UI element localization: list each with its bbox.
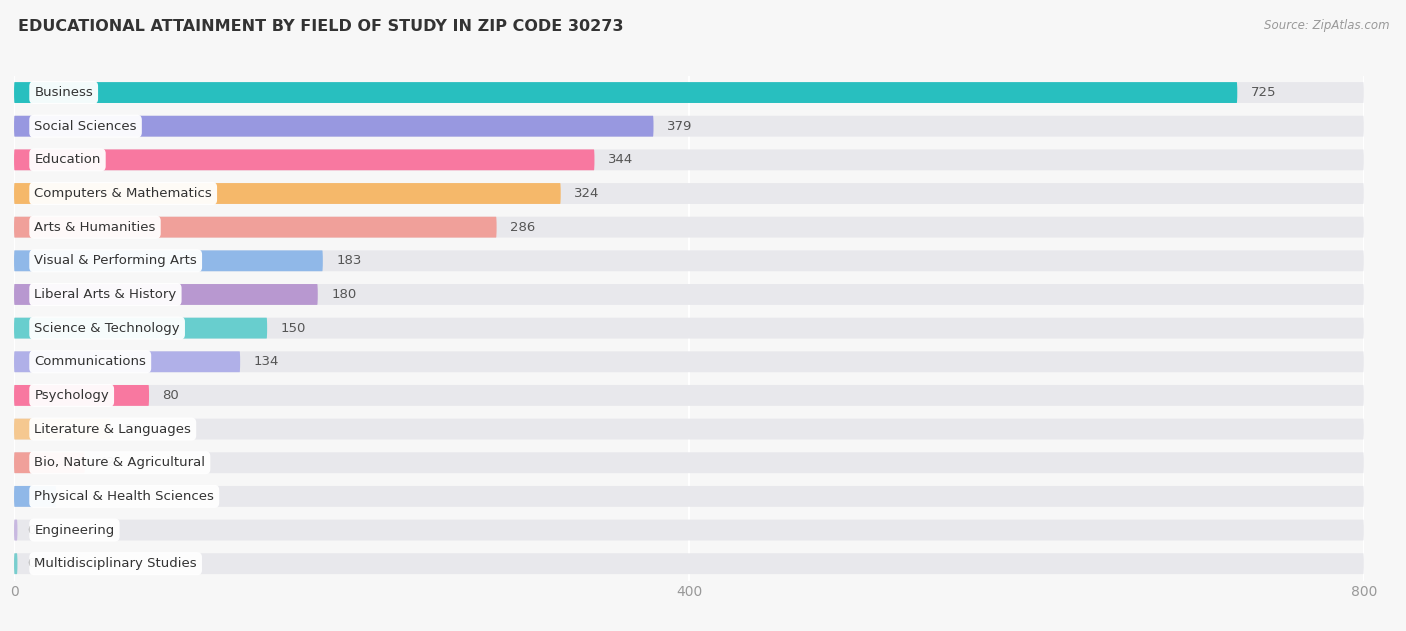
FancyBboxPatch shape (14, 452, 84, 473)
Text: 25: 25 (70, 490, 87, 503)
Text: 134: 134 (253, 355, 278, 369)
FancyBboxPatch shape (14, 317, 1364, 339)
Text: 150: 150 (281, 322, 307, 334)
Text: Bio, Nature & Agricultural: Bio, Nature & Agricultural (34, 456, 205, 469)
FancyBboxPatch shape (14, 351, 1364, 372)
Text: Psychology: Psychology (34, 389, 110, 402)
Text: 324: 324 (574, 187, 599, 200)
FancyBboxPatch shape (14, 486, 56, 507)
Text: 0: 0 (28, 524, 37, 536)
FancyBboxPatch shape (14, 82, 1364, 103)
FancyBboxPatch shape (14, 183, 1364, 204)
FancyBboxPatch shape (14, 251, 1364, 271)
Text: EDUCATIONAL ATTAINMENT BY FIELD OF STUDY IN ZIP CODE 30273: EDUCATIONAL ATTAINMENT BY FIELD OF STUDY… (18, 19, 624, 34)
Text: Source: ZipAtlas.com: Source: ZipAtlas.com (1264, 19, 1389, 32)
FancyBboxPatch shape (14, 418, 110, 440)
FancyBboxPatch shape (14, 553, 17, 574)
Text: 379: 379 (666, 120, 692, 133)
Text: 286: 286 (510, 221, 536, 233)
FancyBboxPatch shape (14, 115, 654, 137)
Text: Liberal Arts & History: Liberal Arts & History (34, 288, 177, 301)
FancyBboxPatch shape (14, 216, 1364, 238)
FancyBboxPatch shape (14, 385, 1364, 406)
Text: 183: 183 (336, 254, 361, 268)
Text: Social Sciences: Social Sciences (34, 120, 136, 133)
Text: Business: Business (34, 86, 93, 99)
FancyBboxPatch shape (14, 418, 1364, 440)
Text: Literature & Languages: Literature & Languages (34, 423, 191, 435)
Text: Arts & Humanities: Arts & Humanities (34, 221, 156, 233)
FancyBboxPatch shape (14, 351, 240, 372)
Text: 0: 0 (28, 557, 37, 570)
Text: 344: 344 (607, 153, 633, 167)
FancyBboxPatch shape (14, 216, 496, 238)
FancyBboxPatch shape (14, 519, 1364, 541)
Text: Multidisciplinary Studies: Multidisciplinary Studies (34, 557, 197, 570)
Text: 80: 80 (163, 389, 180, 402)
FancyBboxPatch shape (14, 284, 318, 305)
FancyBboxPatch shape (14, 183, 561, 204)
FancyBboxPatch shape (14, 150, 595, 170)
Text: Communications: Communications (34, 355, 146, 369)
FancyBboxPatch shape (14, 251, 323, 271)
Text: 180: 180 (332, 288, 357, 301)
FancyBboxPatch shape (14, 486, 1364, 507)
FancyBboxPatch shape (14, 115, 1364, 137)
Text: Education: Education (34, 153, 101, 167)
FancyBboxPatch shape (14, 284, 1364, 305)
Text: Physical & Health Sciences: Physical & Health Sciences (34, 490, 214, 503)
FancyBboxPatch shape (14, 553, 1364, 574)
Text: 725: 725 (1251, 86, 1277, 99)
FancyBboxPatch shape (14, 150, 1364, 170)
Text: Engineering: Engineering (34, 524, 114, 536)
FancyBboxPatch shape (14, 385, 149, 406)
FancyBboxPatch shape (14, 317, 267, 339)
FancyBboxPatch shape (14, 519, 17, 541)
FancyBboxPatch shape (14, 82, 1237, 103)
Text: Science & Technology: Science & Technology (34, 322, 180, 334)
Text: 57: 57 (124, 423, 141, 435)
Text: Computers & Mathematics: Computers & Mathematics (34, 187, 212, 200)
Text: Visual & Performing Arts: Visual & Performing Arts (34, 254, 197, 268)
Text: 42: 42 (98, 456, 115, 469)
FancyBboxPatch shape (14, 452, 1364, 473)
